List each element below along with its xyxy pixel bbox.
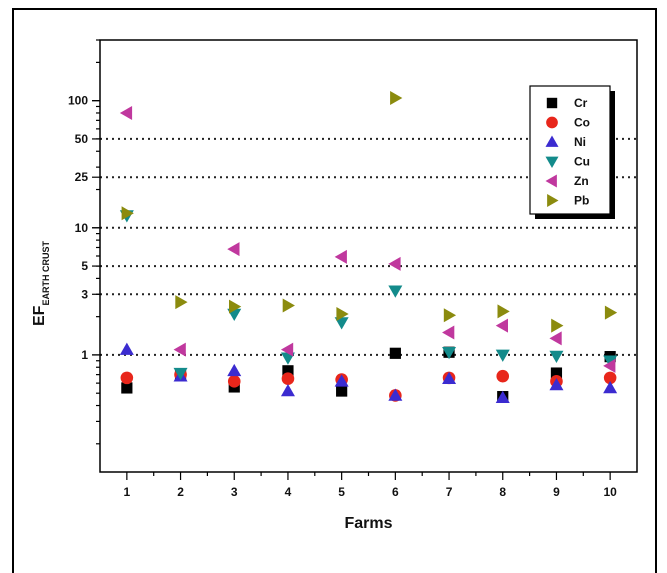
- data-point-zn: [388, 256, 401, 271]
- data-point-pb: [336, 306, 349, 321]
- legend-box: [529, 85, 611, 215]
- legend-label-zn: Zn: [574, 174, 589, 188]
- data-point-zn: [119, 105, 133, 120]
- x-tick-label: 8: [499, 485, 506, 499]
- data-point-co: [281, 372, 295, 386]
- legend: Cr Co Ni Cu Zn Pb: [529, 85, 615, 219]
- x-tick-label: 2: [177, 485, 184, 499]
- legend-label-ni: Ni: [574, 135, 586, 149]
- data-point-cr: [336, 385, 348, 397]
- data-point-ni: [280, 384, 295, 397]
- data-point-zn: [603, 358, 616, 373]
- y-tick-label: 5: [81, 259, 88, 273]
- data-point-cr: [121, 382, 133, 394]
- y-axis-title: EFEARTH CRUST: [31, 241, 51, 326]
- y-axis-title-subscript: EARTH CRUST: [41, 241, 51, 306]
- data-point-cr: [282, 365, 294, 377]
- data-point-pb: [497, 304, 510, 319]
- data-point-ni: [334, 374, 349, 387]
- y-tick-label: 3: [81, 287, 88, 301]
- data-point-ni: [549, 378, 564, 391]
- data-point-pb: [604, 305, 618, 320]
- data-point-cr: [389, 347, 401, 359]
- data-point-pb: [390, 90, 403, 105]
- data-point-zn: [442, 325, 455, 340]
- series-co: [120, 368, 617, 402]
- legend-marker-ni: [545, 135, 559, 147]
- data-point-co: [603, 371, 617, 385]
- data-point-cu: [173, 367, 188, 381]
- legend-label-co: Co: [574, 116, 590, 130]
- data-point-zn: [173, 342, 186, 357]
- data-point-pb: [121, 206, 134, 221]
- data-point-ni: [227, 363, 242, 377]
- data-point-zn: [227, 242, 240, 257]
- data-point-ni: [388, 388, 403, 401]
- legend-label-cr: Cr: [574, 96, 588, 110]
- data-points: [119, 90, 618, 404]
- data-point-cu: [442, 346, 457, 360]
- y-tick-label: 10: [75, 221, 89, 235]
- x-tick-label: 4: [285, 485, 292, 499]
- legend-marker-co: [546, 116, 558, 129]
- y-tick-label: 25: [75, 170, 89, 184]
- series-cu: [119, 210, 618, 381]
- y-tick-label: 50: [75, 132, 89, 146]
- figure-frame: [12, 8, 657, 573]
- data-point-co: [120, 371, 134, 385]
- x-tick-label: 5: [338, 485, 345, 499]
- series-zn: [119, 105, 616, 373]
- data-point-zn: [549, 331, 562, 346]
- data-point-zn: [334, 249, 347, 264]
- data-point-zn: [280, 342, 294, 357]
- x-tick-label: 9: [553, 485, 560, 499]
- legend-marker-zn: [545, 174, 557, 188]
- series-cr: [121, 346, 616, 403]
- data-point-co: [227, 375, 241, 388]
- y-tick-label: 100: [68, 94, 88, 108]
- y-tick-label: 1: [81, 348, 88, 362]
- x-tick-label: 7: [446, 485, 453, 499]
- series-pb: [121, 90, 618, 333]
- y-axis: 1 3 5 10 25 50 100: [68, 39, 100, 445]
- data-point-pb: [551, 318, 564, 333]
- data-point-pb: [229, 299, 242, 314]
- data-point-cu: [495, 349, 510, 362]
- data-point-pb: [443, 308, 457, 323]
- data-point-cu: [603, 355, 618, 368]
- data-point-ni: [495, 390, 510, 404]
- data-point-ni: [442, 371, 457, 384]
- series-ni: [119, 342, 618, 404]
- data-point-zn: [495, 318, 508, 333]
- data-point-cu: [334, 317, 349, 330]
- x-tick-label: 6: [392, 485, 399, 499]
- legend-label-pb: Pb: [574, 194, 589, 208]
- data-point-ni: [603, 380, 618, 394]
- x-tick-label: 10: [603, 485, 617, 499]
- data-point-cu: [549, 350, 564, 364]
- data-point-ni: [119, 342, 134, 355]
- y-axis-title-main: EF: [31, 305, 48, 326]
- data-point-cu: [388, 285, 403, 298]
- data-point-co: [496, 369, 510, 383]
- data-point-pb: [282, 298, 295, 313]
- legend-marker-pb: [547, 194, 559, 207]
- legend-marker-cu: [545, 156, 559, 168]
- legend-marker-cr: [546, 97, 558, 109]
- x-axis-title: Farms: [344, 515, 392, 532]
- x-axis: 1 2 3 4 5 6 7 8 9 10: [124, 472, 617, 499]
- legend-label-cu: Cu: [574, 155, 590, 169]
- data-point-pb: [175, 295, 188, 310]
- data-point-cr: [550, 367, 563, 379]
- x-tick-label: 3: [231, 485, 238, 499]
- svg-text:EFEARTH CRUST: EFEARTH CRUST: [31, 241, 51, 326]
- x-tick-label: 1: [124, 485, 131, 499]
